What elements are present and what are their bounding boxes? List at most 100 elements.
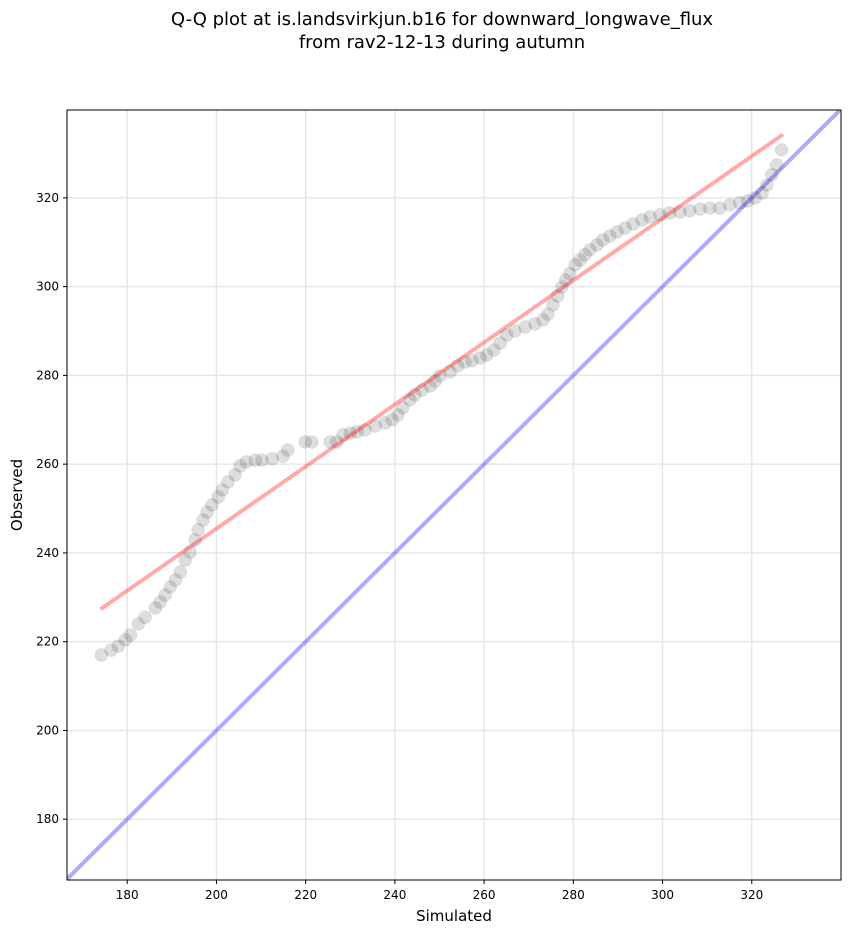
identity-line — [67, 110, 841, 880]
data-point — [774, 142, 789, 157]
x-tick-label: 260 — [473, 888, 496, 902]
data-point — [391, 407, 406, 422]
fit-line — [99, 132, 785, 611]
data-point — [204, 497, 219, 512]
x-tick-label: 300 — [651, 888, 674, 902]
data-point — [589, 237, 604, 252]
data-point — [385, 412, 400, 427]
data-point — [138, 610, 153, 625]
x-tick-label: 200 — [205, 888, 228, 902]
data-point — [558, 272, 573, 287]
data-point — [248, 453, 263, 468]
data-point — [423, 379, 438, 394]
data-point — [527, 316, 542, 331]
data-point — [104, 643, 119, 658]
data-point — [755, 185, 770, 200]
data-point — [183, 545, 198, 560]
data-point — [395, 400, 410, 415]
y-tick-label: 200 — [36, 723, 59, 737]
data-point — [275, 449, 290, 464]
y-tick-label: 300 — [36, 280, 59, 294]
data-point — [233, 458, 248, 473]
data-point — [407, 387, 422, 402]
data-point — [211, 489, 226, 504]
data-point — [123, 628, 138, 643]
data-point — [682, 203, 697, 218]
data-point — [153, 595, 168, 610]
data-point — [545, 297, 560, 312]
data-point — [280, 442, 295, 457]
y-tick-label: 180 — [36, 812, 59, 826]
data-point — [747, 190, 762, 205]
data-point — [635, 213, 650, 228]
plot-frame — [66, 109, 842, 881]
data-point — [378, 415, 393, 430]
x-axis-label: Simulated — [416, 907, 492, 925]
data-point — [94, 647, 109, 662]
y-tick-label: 240 — [36, 546, 59, 560]
x-tick-label: 180 — [116, 888, 139, 902]
data-point — [443, 364, 458, 379]
data-point — [577, 247, 592, 262]
data-point — [358, 422, 373, 437]
data-point — [769, 158, 784, 173]
data-point — [759, 178, 774, 193]
data-point — [239, 454, 254, 469]
data-point — [368, 418, 383, 433]
data-point — [540, 307, 555, 322]
data-point — [582, 242, 597, 257]
data-point — [652, 207, 667, 222]
data-point — [618, 221, 633, 236]
data-point — [562, 266, 577, 281]
data-point — [403, 392, 418, 407]
data-point — [188, 533, 203, 548]
data-point — [465, 353, 480, 368]
data-point — [163, 580, 178, 595]
data-point — [479, 347, 494, 362]
data-point — [595, 233, 610, 248]
data-point — [499, 328, 514, 343]
data-point — [265, 451, 280, 466]
data-point — [304, 434, 319, 449]
data-point — [215, 482, 230, 497]
data-point — [693, 201, 708, 216]
x-tick-label: 320 — [740, 888, 763, 902]
y-tick-label: 220 — [36, 635, 59, 649]
data-point — [336, 427, 351, 442]
data-point — [672, 205, 687, 220]
data-point — [702, 201, 717, 216]
data-point — [486, 343, 501, 358]
y-axis-label: Observed — [8, 459, 26, 531]
data-point — [732, 195, 747, 210]
data-point — [196, 513, 211, 528]
data-point — [626, 217, 641, 232]
data-point — [518, 320, 533, 335]
chart-title-line2: from rav2-12-13 during autumn — [299, 32, 585, 53]
data-point — [131, 616, 146, 631]
data-point — [610, 225, 625, 240]
data-point — [764, 167, 779, 182]
data-point — [643, 209, 658, 224]
data-point — [343, 426, 358, 441]
data-point — [191, 522, 206, 537]
data-point — [432, 368, 447, 383]
data-point — [168, 572, 183, 587]
data-point — [323, 434, 338, 449]
data-point — [507, 324, 522, 339]
data-point — [602, 229, 617, 244]
data-point — [722, 197, 737, 212]
data-point — [428, 374, 443, 389]
data-point — [568, 257, 583, 272]
data-point — [221, 474, 236, 489]
data-point — [712, 201, 727, 216]
data-point — [118, 632, 133, 647]
data-point — [178, 553, 193, 568]
data-point — [662, 205, 677, 220]
data-point — [173, 565, 188, 579]
data-point — [228, 467, 243, 482]
data-point — [298, 434, 313, 449]
data-point — [329, 434, 344, 449]
data-point — [450, 359, 465, 374]
data-point — [457, 355, 472, 370]
